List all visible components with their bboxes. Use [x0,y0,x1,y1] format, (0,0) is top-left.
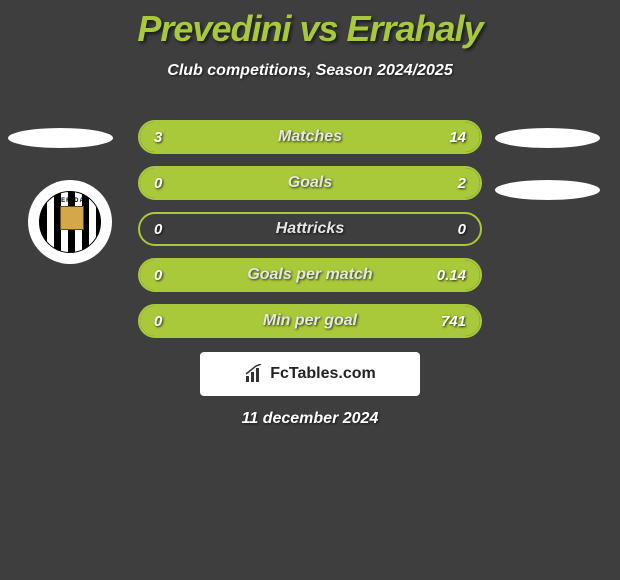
stat-label: Hattricks [276,220,344,238]
stat-row: 0 Hattricks 0 [138,212,482,246]
stat-value-right: 0 [458,221,466,238]
stat-value-left: 0 [154,175,162,192]
page-title: Prevedini vs Errahaly [0,0,620,50]
branding-chart-icon [244,364,264,384]
team-badge-left: MERIDA [28,180,112,264]
stat-label: Goals per match [247,266,372,284]
team-badge-text: MERIDA [40,198,100,204]
stat-value-right: 0.14 [437,267,466,284]
avatar-left-1 [8,128,113,148]
stat-label: Matches [278,128,342,146]
branding-text: FcTables.com [270,365,376,383]
team-badge-graphic: MERIDA [39,191,101,253]
stat-value-right: 741 [441,313,466,330]
stat-label: Min per goal [263,312,357,330]
stat-value-left: 0 [154,267,162,284]
branding-box: FcTables.com [200,352,420,396]
stat-value-left: 0 [154,313,162,330]
stat-value-right: 14 [449,129,466,146]
stat-value-left: 0 [154,221,162,238]
stat-row: 3 Matches 14 [138,120,482,154]
stat-value-left: 3 [154,129,162,146]
stat-row: 0 Min per goal 741 [138,304,482,338]
stats-rows: 3 Matches 14 0 Goals 2 0 Hattricks 0 0 Goals per m… [138,120,482,350]
stat-value-right: 2 [458,175,466,192]
stat-fill-left [140,122,198,152]
avatar-right-1 [495,128,600,148]
avatar-right-2 [495,180,600,200]
stat-label: Goals [288,174,332,192]
stat-row: 0 Goals 2 [138,166,482,200]
date-text: 11 december 2024 [0,410,620,428]
subtitle: Club competitions, Season 2024/2025 [0,62,620,80]
stat-row: 0 Goals per match 0.14 [138,258,482,292]
